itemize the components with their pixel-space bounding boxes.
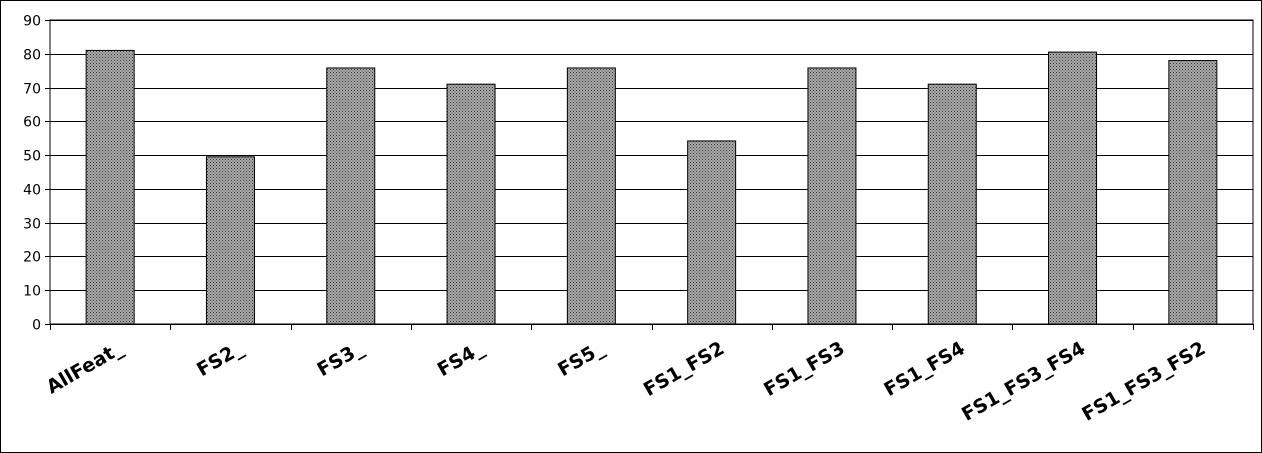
x-tick-label: AllFeat_ <box>43 337 127 398</box>
y-tick-label: 20 <box>23 250 41 266</box>
bar-fs2 <box>205 156 255 325</box>
y-tick-label: 0 <box>32 318 41 334</box>
y-tick-label: 50 <box>23 149 41 165</box>
bar-fs1-fs2 <box>687 140 737 325</box>
x-tick-label: FS1_FS3 <box>760 337 848 401</box>
y-tick-labels: 0 10 20 30 40 50 60 70 80 90 <box>23 14 41 334</box>
bar-fs4 <box>446 83 496 325</box>
bars <box>85 49 1218 325</box>
x-tick-label: FS5_ <box>554 337 608 381</box>
bar-fs1-fs3 <box>807 67 857 325</box>
y-tick-label: 90 <box>23 14 41 30</box>
x-tick-label: FS1_FS4 <box>880 337 968 401</box>
axes <box>45 20 1254 330</box>
y-tick-label: 70 <box>23 82 41 98</box>
x-tick-label: FS1_FS2 <box>640 337 728 401</box>
x-tick-labels: AllFeat_ FS2_ FS3_ FS4_ FS5_ FS1_FS2 FS1_FS3 FS… <box>43 337 1210 426</box>
y-tick-label: 30 <box>23 217 41 233</box>
bar-fs5 <box>566 67 616 325</box>
bar-fs1-fs3-fs2 <box>1168 60 1218 325</box>
bar-fs3 <box>326 67 376 325</box>
y-tick-label: 80 <box>23 48 41 64</box>
y-tick-label: 60 <box>23 115 41 131</box>
x-tick-label: FS4_ <box>434 337 488 381</box>
x-tick-label: FS3_ <box>313 337 367 381</box>
x-tick-label: FS1_FS3_FS4 <box>958 337 1089 425</box>
y-tick-label: 40 <box>23 183 41 199</box>
y-tick-label: 10 <box>23 284 41 300</box>
bar-allfeat <box>85 49 135 325</box>
x-tick-label: FS2_ <box>193 337 247 381</box>
bar-fs1-fs3-fs4 <box>1048 51 1098 325</box>
x-tick-label: FS1_FS3_FS2 <box>1078 337 1209 425</box>
bar-fs1-fs4 <box>927 83 977 325</box>
